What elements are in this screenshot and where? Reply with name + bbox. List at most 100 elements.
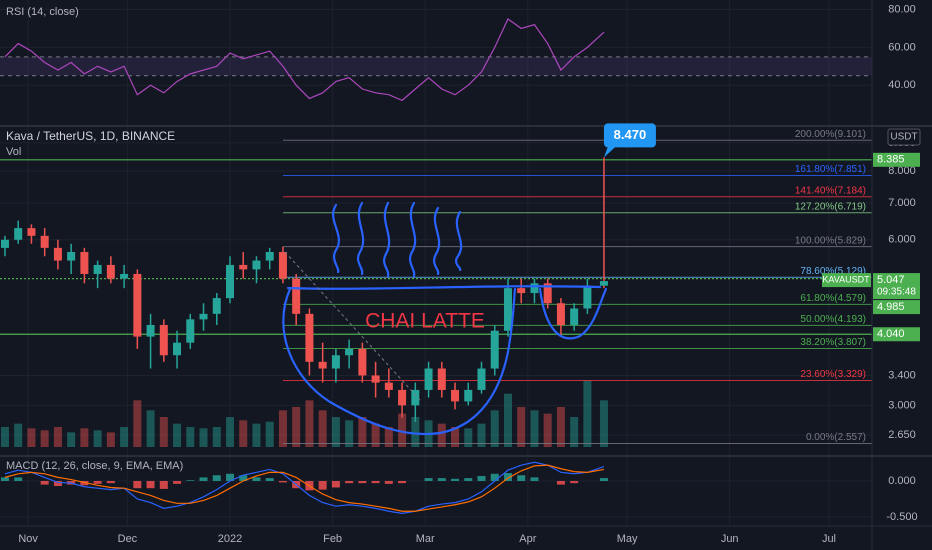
fib-label: 141.40%(7.184) <box>795 185 866 196</box>
fib-label: 100.00%(5.829) <box>795 235 866 246</box>
candle-body <box>80 252 89 274</box>
histogram-bar <box>490 473 499 481</box>
price-label-box <box>873 327 920 342</box>
histogram-bar <box>530 477 539 481</box>
candle-body <box>570 308 579 325</box>
candle-body <box>583 285 592 309</box>
volume-bar <box>384 427 393 447</box>
y-tick-label: 80.00 <box>888 3 916 15</box>
histogram-bar <box>517 475 526 481</box>
candle-body <box>159 324 168 356</box>
volume-bar <box>278 410 287 447</box>
steam <box>382 201 391 278</box>
volume-bar <box>27 428 36 447</box>
histogram-bar <box>358 480 367 484</box>
candle-body <box>120 273 129 279</box>
candle-body <box>212 298 221 314</box>
candle-body <box>0 239 9 248</box>
candle-body <box>199 313 208 320</box>
candle-body <box>278 252 287 279</box>
callout-box <box>603 123 656 148</box>
histogram-bar <box>318 480 327 490</box>
histogram-bar <box>106 480 115 484</box>
labels: Nov Dec 2022 Feb Mar Apr May Jun Jul 80.00 60.00 40… <box>18 3 920 545</box>
candle-body <box>93 264 102 274</box>
candle-body <box>543 283 552 304</box>
volume-bar <box>53 427 62 447</box>
candle-body <box>265 252 274 261</box>
histogram-bar <box>345 480 354 484</box>
grid <box>0 0 872 526</box>
price-title: Kava / TetherUS, 1D, BINANCE <box>6 129 175 143</box>
currency-box <box>887 128 921 146</box>
histogram-bar <box>503 473 512 481</box>
histogram-bar <box>239 475 248 481</box>
volume-bar <box>133 400 142 447</box>
volume-bar <box>239 420 248 447</box>
volume-bar <box>331 417 340 447</box>
candle-body <box>14 228 23 240</box>
candle-body <box>556 303 565 325</box>
volume-bar <box>530 410 539 447</box>
candle-body <box>225 264 234 299</box>
candle-body <box>40 235 49 248</box>
y-tick-label: -0.500 <box>886 511 917 523</box>
fib-label: 61.80%(4.579) <box>800 293 866 304</box>
macd-title: MACD (12, 26, close, 9, EMA, EMA) <box>6 460 183 472</box>
volume-bar <box>358 417 367 447</box>
candle-body <box>345 348 354 356</box>
cup-rim <box>286 285 602 290</box>
candle-body <box>599 281 608 286</box>
price-label: 4.040 <box>877 328 905 340</box>
volume-bar <box>477 423 486 447</box>
fib-label: 78.60%(5.129) <box>800 266 866 277</box>
candle-body <box>358 348 367 376</box>
y-tick-label: 40.00 <box>888 79 916 91</box>
candle-body <box>67 252 76 261</box>
symbol-label: KAVAUSDT <box>822 274 870 284</box>
histogram-bar <box>14 477 23 481</box>
volume-bar <box>225 417 234 447</box>
volume-title: Vol <box>6 146 21 158</box>
fib-label: 127.20%(6.719) <box>795 201 866 212</box>
volume-bar <box>411 417 420 447</box>
rsi-title: RSI (14, close) <box>6 6 79 18</box>
steam <box>332 203 340 274</box>
candle-body <box>252 260 261 270</box>
volume-bar <box>199 428 208 447</box>
candle-body <box>477 368 486 390</box>
y-tick-label: 8.000 <box>888 165 916 177</box>
candle-body <box>384 382 393 390</box>
histogram-bar <box>265 478 274 481</box>
volume-bar <box>93 430 102 447</box>
price-label: 8.385 <box>877 154 905 166</box>
histogram-bar <box>133 480 142 489</box>
histogram-bar <box>199 477 208 481</box>
x-tick-label: 2022 <box>218 533 242 545</box>
histogram-bar <box>146 480 155 489</box>
price-label-box <box>873 300 920 315</box>
x-tick-label: Dec <box>118 533 138 545</box>
currency: USDT <box>890 132 917 143</box>
volume-bar <box>345 420 354 447</box>
fib-label: 38.20%(3.807) <box>800 337 866 348</box>
histogram-bar <box>212 475 221 481</box>
histogram-bar <box>384 480 393 484</box>
histogram-bar <box>159 480 168 489</box>
cup-handle <box>538 287 608 340</box>
price-label: 4.985 <box>877 301 905 313</box>
candle-body <box>411 389 420 406</box>
cup-drawing <box>282 201 608 436</box>
volume-bar <box>40 430 49 447</box>
volume-bar <box>159 417 168 447</box>
histogram-bar <box>451 478 460 481</box>
candle-body <box>398 389 407 406</box>
annotation: CHAI LATTE <box>365 310 485 333</box>
cup-outline <box>282 287 517 436</box>
symbol-box <box>822 273 871 288</box>
volume-bar <box>173 423 182 447</box>
histogram-bar <box>93 480 102 484</box>
volume-bar <box>212 427 221 447</box>
candle-body <box>173 342 182 356</box>
